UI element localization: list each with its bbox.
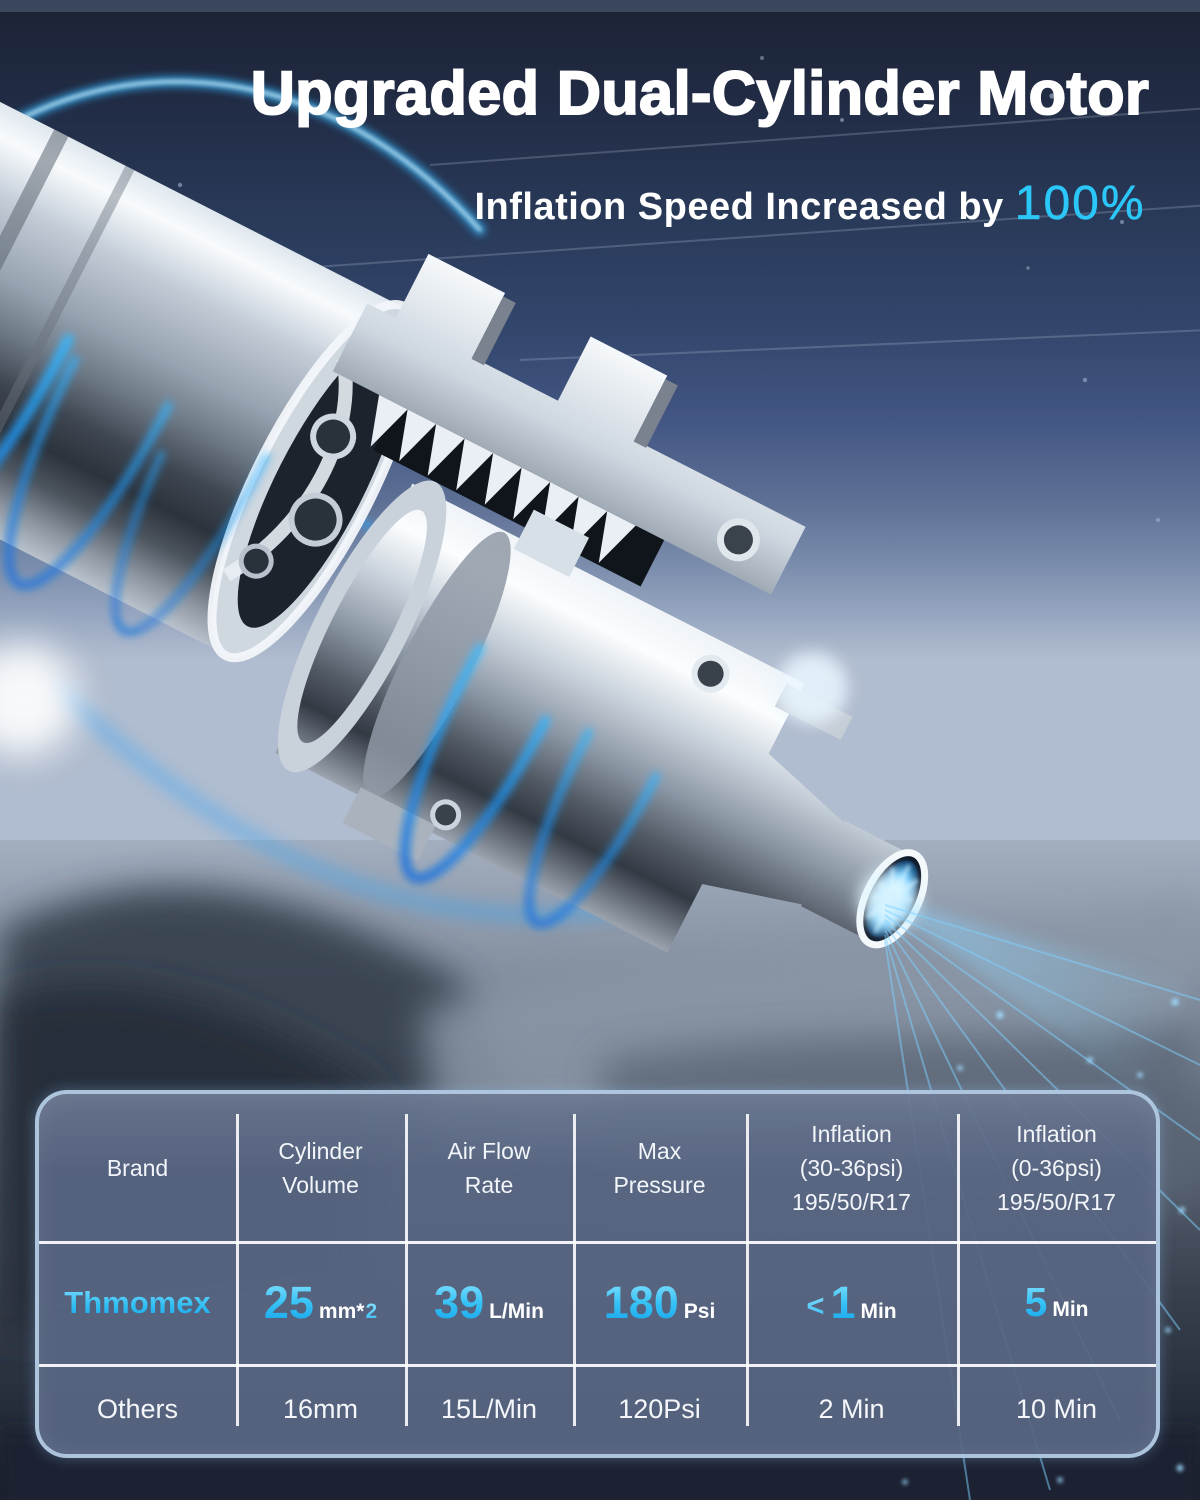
header-line: Inflation — [1016, 1120, 1097, 1147]
table-divider — [573, 1114, 576, 1426]
table-divider — [39, 1241, 1156, 1244]
table-divider — [957, 1114, 960, 1426]
cell-others-air-flow: 15L/Min — [405, 1364, 573, 1454]
header-line: 195/50/R17 — [792, 1188, 911, 1215]
value: 15L/Min — [440, 1393, 538, 1424]
header-line: 195/50/R17 — [997, 1188, 1116, 1215]
cell-others-inflation-30-36: 2 Min — [746, 1364, 957, 1454]
unit: Psi — [683, 1299, 716, 1323]
page-title: Upgraded Dual-Cylinder Motor — [250, 58, 1150, 128]
cell-others-cylinder-volume: 16mm — [236, 1364, 405, 1454]
value: 120Psi — [618, 1393, 701, 1424]
header-line: (0-36psi) — [1011, 1154, 1102, 1181]
header-line: Max — [637, 1137, 682, 1164]
glow-rings — [0, 111, 717, 929]
value: 10 Min — [1015, 1393, 1098, 1424]
table-header-cylinder-volume: Cylinder Volume — [236, 1094, 405, 1241]
cell-thmomex-brand: Thmomex — [39, 1241, 236, 1364]
value: 5 — [1024, 1279, 1048, 1325]
table-divider — [39, 1364, 1156, 1367]
page-subtitle: Inflation Speed Increased by 100% — [210, 176, 1200, 231]
unit: Min — [1052, 1298, 1089, 1321]
value: 1 — [830, 1276, 856, 1328]
cell-thmomex-cylinder-volume: 25 mm* 2 — [236, 1241, 405, 1364]
subtitle-text: Inflation Speed Increased by — [474, 186, 1015, 228]
cell-others-inflation-0-36: 10 Min — [957, 1364, 1156, 1454]
table-header-inflation-0-36: Inflation (0-36psi) 195/50/R17 — [957, 1094, 1156, 1241]
unit: Min — [860, 1299, 897, 1323]
speed-lines — [299, 107, 1200, 361]
table-header-air-flow-rate: Air Flow Rate — [405, 1094, 573, 1241]
header-line: Inflation — [811, 1120, 892, 1147]
value: 39 — [434, 1276, 485, 1328]
cell-others-max-pressure: 120Psi — [573, 1364, 746, 1454]
value: 180 — [603, 1276, 679, 1328]
table-divider — [746, 1114, 749, 1426]
value: 25 — [263, 1276, 314, 1328]
less-than-sign: < — [806, 1287, 825, 1323]
light-flares — [0, 644, 919, 930]
cell-thmomex-inflation-0-36: 5 Min — [957, 1241, 1156, 1364]
subtitle-highlight: 100% — [1014, 177, 1146, 231]
header-line: Cylinder — [278, 1137, 363, 1164]
table-header-max-pressure: Max Pressure — [573, 1094, 746, 1241]
header-line: Rate — [464, 1171, 514, 1198]
header-line: (30-36psi) — [799, 1154, 904, 1181]
value: 16mm — [282, 1393, 358, 1424]
particles — [177, 56, 1160, 522]
comparison-table: Brand Cylinder Volume Air Flow Rate Max … — [35, 1090, 1160, 1458]
table-divider — [405, 1114, 408, 1426]
cell-thmomex-air-flow: 39 L/Min — [405, 1241, 573, 1364]
cell-others-brand: Others — [39, 1364, 236, 1454]
table-header-brand: Brand — [39, 1094, 236, 1241]
brand-name: Others — [96, 1393, 179, 1424]
table-divider — [236, 1114, 239, 1426]
motor-assembly — [0, 84, 929, 953]
header-line: Pressure — [613, 1171, 706, 1198]
cell-thmomex-inflation-30-36: <1 Min — [746, 1241, 957, 1364]
unit: mm* — [318, 1299, 365, 1323]
cell-thmomex-max-pressure: 180 Psi — [573, 1241, 746, 1364]
table-header-inflation-30-36: Inflation (30-36psi) 195/50/R17 — [746, 1094, 957, 1241]
header-line: Air Flow — [447, 1137, 531, 1164]
unit: L/Min — [489, 1299, 544, 1323]
front-cylinder — [275, 480, 805, 953]
header-line: Brand — [106, 1154, 169, 1181]
brand-name: Thmomex — [64, 1284, 211, 1320]
header-line: Volume — [282, 1171, 359, 1198]
unit-suffix: 2 — [365, 1299, 378, 1323]
value: 2 Min — [818, 1393, 885, 1424]
gear-bracket — [332, 253, 806, 595]
